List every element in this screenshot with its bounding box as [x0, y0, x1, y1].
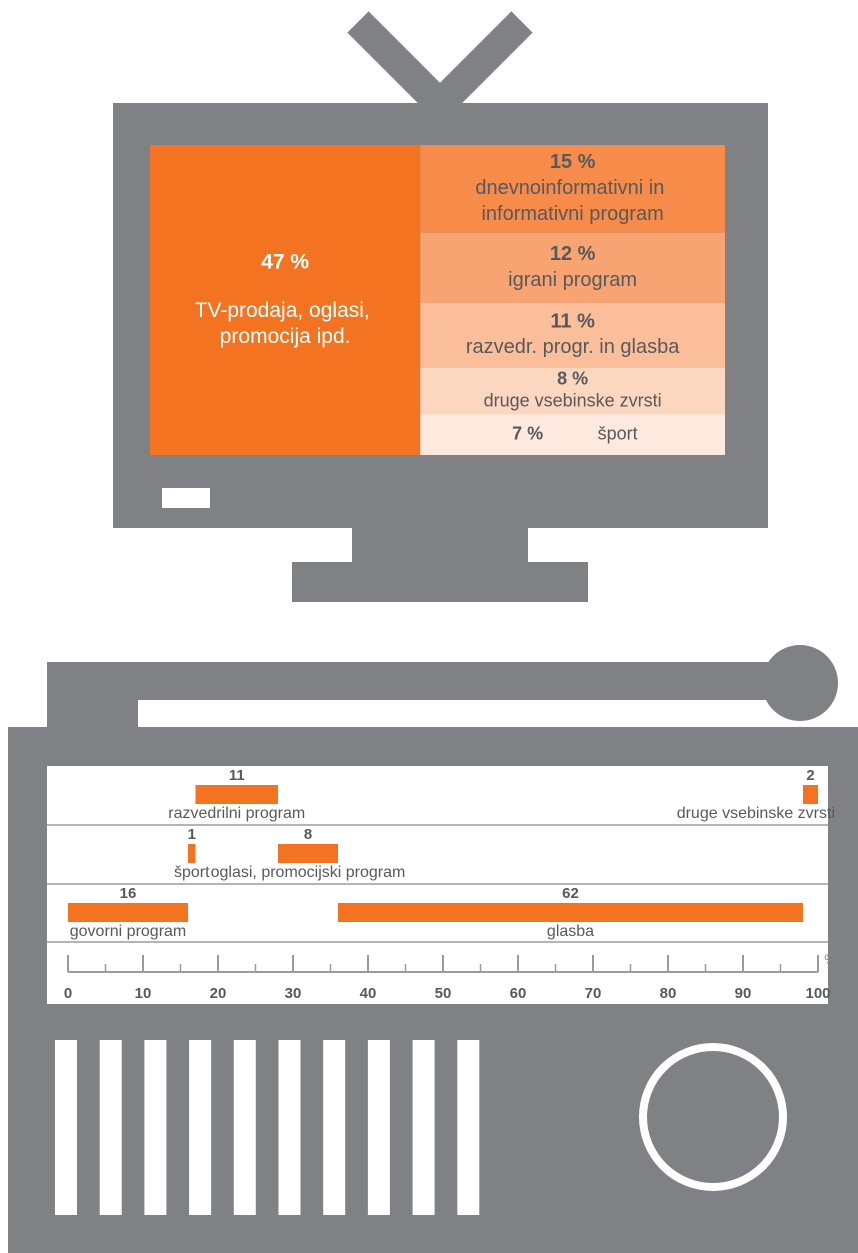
x-tick-label: 60 — [510, 985, 527, 1002]
radio-handle — [47, 662, 800, 700]
speaker-slot — [233, 1040, 256, 1215]
category-label: TV-prodaja, oglasi, promocija ipd. — [195, 299, 376, 348]
value-label: 8 % — [557, 368, 588, 388]
value-label: 11 % — [550, 310, 595, 332]
treemap-cell — [420, 414, 725, 455]
x-tick-label: 30 — [285, 985, 302, 1002]
value-label: 2 — [806, 767, 814, 784]
x-tick-label: 10 — [135, 985, 152, 1002]
bar — [188, 844, 196, 863]
x-tick-label: 80 — [660, 985, 677, 1002]
speaker-slot — [323, 1040, 346, 1215]
speaker-slot — [278, 1040, 301, 1215]
radio-knob — [762, 645, 838, 721]
category-label: oglasi, promocijski program — [211, 864, 406, 881]
treemap-cell — [420, 145, 725, 233]
category-label: druge vsebinske zvrsti — [677, 805, 835, 822]
tv-button — [162, 488, 210, 508]
speaker-slot — [457, 1040, 480, 1215]
speaker-slot — [55, 1040, 77, 1215]
bar — [195, 785, 278, 804]
category-label: govorni program — [70, 923, 187, 940]
value-label: 7 % — [512, 423, 543, 443]
tv-base — [292, 562, 588, 602]
x-tick-label: 20 — [210, 985, 227, 1002]
x-tick-label: 70 — [585, 985, 602, 1002]
speaker-slot — [189, 1040, 212, 1215]
x-tick-label: 0 — [64, 985, 72, 1002]
category-label: druge vsebinske zvrsti — [484, 390, 662, 410]
category-label: glasba — [547, 923, 594, 940]
speaker-slot — [367, 1040, 390, 1215]
speaker-slot — [99, 1040, 122, 1215]
value-label: 15 % — [550, 151, 596, 173]
treemap-cell — [150, 145, 421, 455]
radio-dial — [639, 1043, 787, 1191]
value-label: 8 — [304, 826, 312, 843]
category-label: razvedr. progr. in glasba — [466, 336, 680, 358]
treemap-cell — [420, 302, 725, 368]
radio-display — [47, 766, 828, 1004]
speaker-slot — [412, 1040, 435, 1215]
bar — [338, 903, 803, 922]
speaker — [55, 1040, 480, 1215]
value-label: 16 — [120, 885, 137, 902]
value-label: 12 % — [550, 243, 596, 265]
antenna — [347, 11, 451, 115]
category-label: igrani program — [508, 269, 637, 291]
treemap-cell — [420, 232, 725, 303]
speaker-slot — [144, 1040, 167, 1215]
antenna — [429, 11, 533, 115]
radio-handle-post — [47, 662, 138, 732]
treemap-cell — [420, 367, 725, 415]
category-label: šport — [174, 864, 210, 881]
bar — [278, 844, 338, 863]
x-tick-label: 100 — [805, 985, 830, 1002]
x-tick-label: 90 — [735, 985, 752, 1002]
x-tick-label: 40 — [360, 985, 377, 1002]
value-label: 1 — [188, 826, 196, 843]
value-label: 47 % — [261, 251, 309, 274]
bar — [803, 785, 818, 804]
x-tick-label: 50 — [435, 985, 452, 1002]
category-label: razvedrilni program — [168, 805, 305, 822]
value-label: 11 — [229, 767, 245, 784]
category-label: dnevnoinformativni in informativni progr… — [475, 177, 670, 225]
bar — [68, 903, 188, 922]
x-axis-label: % — [824, 951, 836, 966]
category-label: šport — [598, 423, 638, 443]
value-label: 62 — [562, 885, 579, 902]
tv-stand — [352, 528, 528, 564]
